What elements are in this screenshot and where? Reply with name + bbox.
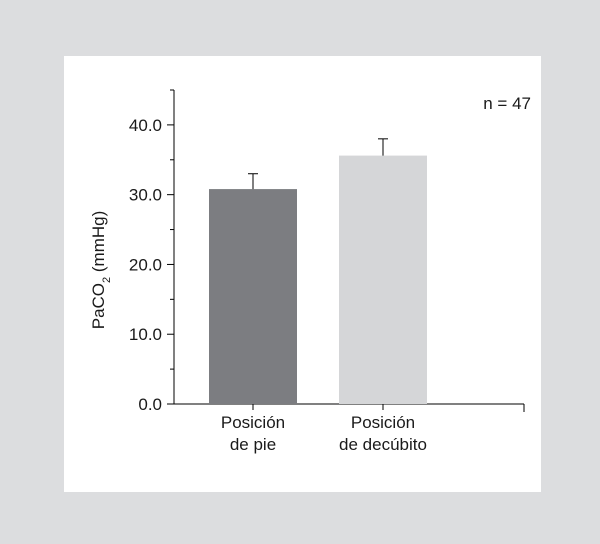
bar: [209, 189, 297, 404]
y-tick-label: 10.0: [129, 325, 162, 344]
bar: [339, 155, 427, 404]
bar-chart: 0.0 10.0 20.0 30.0 40.0 Posición de pie Posici…: [89, 89, 531, 454]
x-category-label: de decúbito: [339, 435, 427, 454]
y-axis-title-subscript: 2: [101, 277, 113, 283]
y-axis-title-unit: (mmHg): [89, 211, 108, 277]
x-category-label: Posición: [351, 413, 415, 432]
y-axis-title-main: PaCO: [89, 283, 108, 329]
chart-panel: 0.0 10.0 20.0 30.0 40.0 Posición de pie Posici…: [64, 56, 541, 492]
y-tick-label: 40.0: [129, 116, 162, 135]
y-tick-label: 20.0: [129, 255, 162, 274]
x-category-label: de pie: [230, 435, 276, 454]
sample-size-annotation: n = 47: [483, 94, 531, 113]
y-tick-label: 0.0: [138, 395, 162, 414]
y-tick-label: 30.0: [129, 186, 162, 205]
x-category-label: Posición: [221, 413, 285, 432]
y-axis-title: PaCO2 (mmHg): [89, 211, 113, 330]
